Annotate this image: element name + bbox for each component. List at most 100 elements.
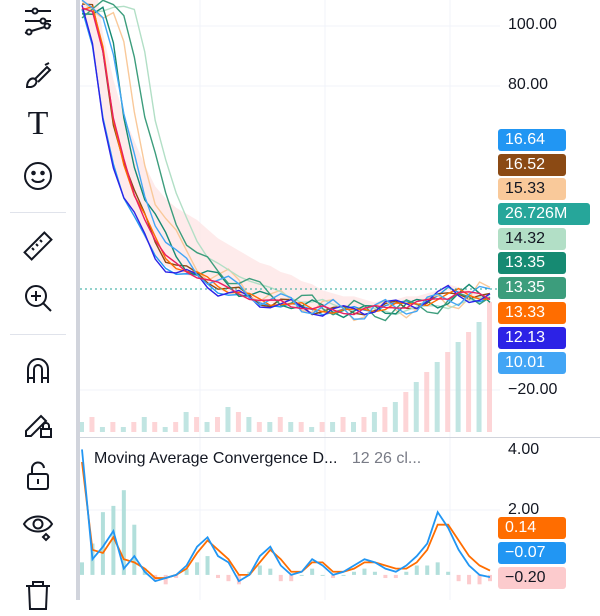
macd-badge: −0.07 bbox=[498, 542, 566, 564]
volume-bar bbox=[288, 422, 294, 432]
volume-bar bbox=[371, 412, 377, 432]
toolbar-edge bbox=[76, 0, 80, 600]
volume-bar bbox=[267, 422, 273, 432]
price-badge: 12.13 bbox=[498, 327, 566, 349]
volume-bar bbox=[382, 407, 388, 432]
price-badge: 16.52 bbox=[498, 154, 566, 176]
volume-bar bbox=[110, 422, 116, 432]
trend-line-tools-icon[interactable] bbox=[14, 0, 62, 44]
volume-bar bbox=[434, 362, 440, 432]
macd-histogram-bar bbox=[488, 574, 492, 582]
volume-bar bbox=[246, 417, 252, 432]
macd-histogram-bar bbox=[352, 571, 356, 575]
macd-histogram-bar bbox=[341, 574, 346, 576]
drawing-toolbar: T bbox=[0, 0, 76, 610]
macd-histogram-bar bbox=[278, 574, 283, 582]
emoji-icon[interactable] bbox=[14, 154, 62, 198]
eye-icon[interactable] bbox=[14, 504, 62, 548]
brush-icon[interactable] bbox=[14, 54, 62, 98]
macd-histogram-bar bbox=[331, 574, 336, 579]
volume-bar bbox=[330, 422, 336, 432]
macd-histogram-bar bbox=[100, 512, 105, 575]
volume-bar bbox=[466, 332, 472, 432]
volume-bar bbox=[392, 402, 398, 432]
price-badge: 15.33 bbox=[498, 178, 566, 200]
volume-bar bbox=[309, 427, 315, 432]
text-tool-label: T bbox=[27, 105, 49, 142]
macd-histogram-bar bbox=[446, 571, 451, 575]
macd-histogram-bar bbox=[184, 568, 189, 575]
macd-histogram-bar bbox=[216, 574, 220, 579]
volume-bar bbox=[413, 382, 419, 432]
macd-histogram-bar bbox=[257, 565, 262, 575]
volume-bar bbox=[194, 417, 200, 432]
price-axis-label: 80.00 bbox=[508, 76, 549, 93]
macd-histogram-bar bbox=[425, 565, 430, 575]
macd-histogram-bar bbox=[320, 574, 325, 576]
macd-histogram-bar bbox=[435, 562, 440, 575]
macd-legend-params: 12 26 cl... bbox=[351, 450, 422, 467]
volume-bar bbox=[340, 417, 346, 432]
macd-histogram-bar bbox=[467, 574, 472, 585]
price-badge: 16.64 bbox=[498, 129, 566, 151]
volume-bar bbox=[152, 422, 158, 432]
macd-histogram-bar bbox=[404, 571, 409, 575]
volume-bar bbox=[403, 392, 409, 432]
text-tool-icon[interactable]: T bbox=[14, 102, 62, 146]
volume-bar bbox=[298, 422, 304, 432]
volume-bar bbox=[215, 417, 220, 432]
macd-histogram-bar bbox=[195, 562, 200, 575]
pencil-lock-icon[interactable] bbox=[14, 402, 62, 446]
volume-bar bbox=[476, 322, 482, 432]
price-badge: 13.33 bbox=[498, 302, 566, 324]
moving-average-line bbox=[81, 0, 491, 320]
price-badge: 26.726M bbox=[498, 203, 590, 225]
price-chart[interactable] bbox=[80, 0, 600, 600]
volume-bar bbox=[487, 302, 492, 432]
volume-bar bbox=[319, 422, 325, 432]
volume-bar bbox=[361, 417, 367, 432]
trash-icon[interactable] bbox=[14, 572, 62, 616]
macd-histogram-bar bbox=[477, 574, 482, 585]
volume-bar bbox=[141, 417, 147, 432]
volume-bar bbox=[131, 422, 137, 432]
price-badge: 10.01 bbox=[498, 352, 566, 374]
volume-bar bbox=[173, 422, 179, 432]
macd-histogram-bar bbox=[226, 574, 231, 582]
macd-histogram-bar bbox=[310, 568, 315, 575]
pane-divider[interactable] bbox=[80, 437, 600, 438]
zoom-in-icon[interactable] bbox=[14, 276, 62, 320]
volume-bar bbox=[183, 412, 189, 432]
macd-histogram-bar bbox=[383, 574, 388, 579]
volume-bar bbox=[424, 372, 430, 432]
volume-bar bbox=[225, 407, 231, 432]
macd-histogram-bar bbox=[111, 505, 116, 575]
volume-bar bbox=[162, 427, 168, 432]
macd-histogram-bar bbox=[456, 574, 461, 582]
volume-bar bbox=[256, 422, 262, 432]
macd-histogram-bar bbox=[163, 574, 168, 585]
volume-bar bbox=[351, 422, 356, 432]
macd-histogram-bar bbox=[393, 574, 398, 579]
price-badge: 14.32 bbox=[498, 228, 566, 250]
macd-signal-line bbox=[81, 461, 491, 579]
macd-legend[interactable]: Moving Average Convergence D... 12 26 cl… bbox=[94, 450, 421, 468]
macd-legend-title: Moving Average Convergence D... bbox=[94, 450, 338, 467]
volume-bar bbox=[445, 352, 451, 432]
macd-histogram-bar bbox=[362, 568, 367, 575]
price-badge: 13.35 bbox=[498, 277, 566, 299]
volume-bar bbox=[235, 412, 241, 432]
macd-histogram-bar bbox=[132, 524, 137, 575]
volume-bar bbox=[80, 422, 84, 432]
ruler-icon[interactable] bbox=[14, 224, 62, 268]
volume-bar bbox=[89, 417, 95, 432]
cloud-area bbox=[82, 0, 490, 312]
moving-average-line bbox=[81, 7, 491, 316]
unlock-icon[interactable] bbox=[14, 454, 62, 498]
magnet-icon[interactable] bbox=[14, 348, 62, 392]
macd-badge: −0.20 bbox=[498, 567, 566, 589]
macd-axis-label: 2.00 bbox=[508, 501, 540, 518]
macd-histogram-bar bbox=[121, 490, 126, 575]
volume-bar bbox=[277, 417, 283, 432]
macd-histogram-bar bbox=[289, 574, 294, 582]
